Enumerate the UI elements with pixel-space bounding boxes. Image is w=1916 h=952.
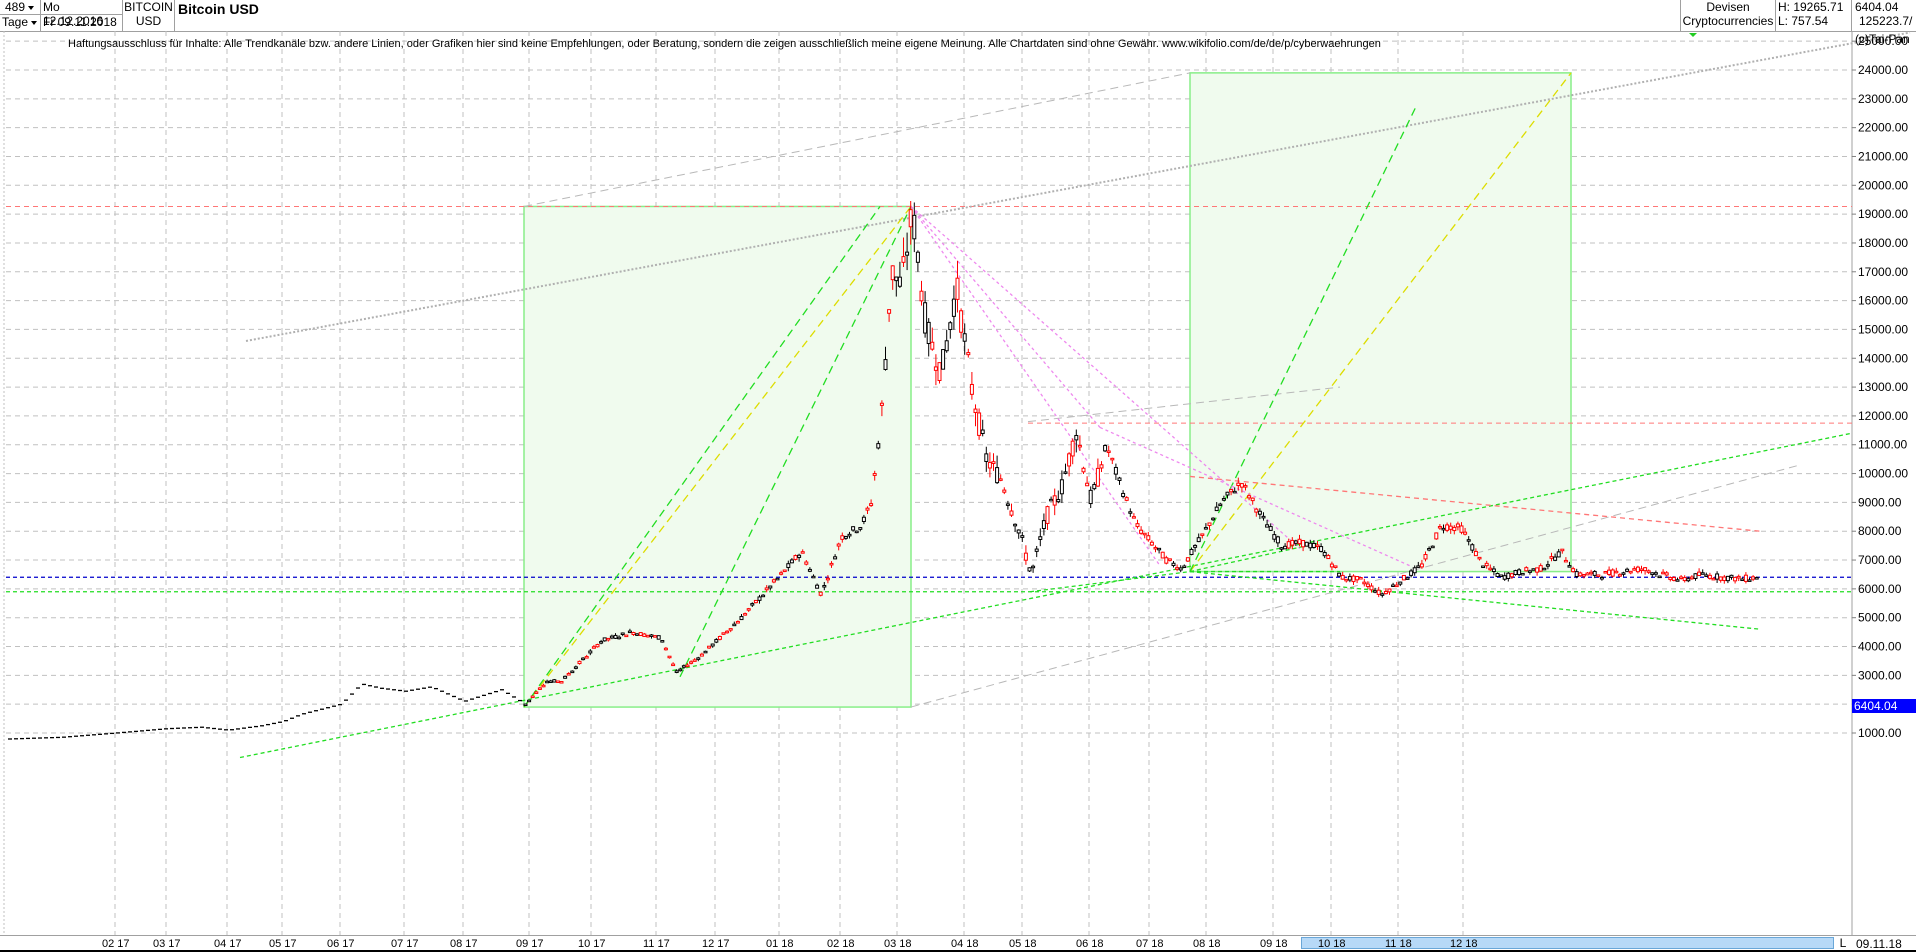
chart-title: Bitcoin USD xyxy=(178,1,259,17)
svg-text:23000.00: 23000.00 xyxy=(1858,92,1908,106)
log-scale-button[interactable]: L xyxy=(1839,936,1847,950)
x-axis-label: 09 17 xyxy=(516,938,544,950)
svg-text:9000.00: 9000.00 xyxy=(1858,495,1902,509)
end-date[interactable]: Fr 09.11.2018 xyxy=(41,15,123,31)
category-cell: Devisen Cryptocurrencies xyxy=(1680,0,1776,31)
svg-text:16000.00: 16000.00 xyxy=(1858,294,1908,308)
svg-text:21000.00: 21000.00 xyxy=(1858,149,1908,163)
svg-text:15000.00: 15000.00 xyxy=(1858,322,1908,336)
x-axis-label: 04 17 xyxy=(214,938,242,950)
bars-count-value: 489 xyxy=(5,0,26,14)
price-chart[interactable]: 1000.002000.003000.004000.005000.006000.… xyxy=(0,31,1916,952)
svg-text:14000.00: 14000.00 xyxy=(1858,351,1908,365)
x-axis-label: 01 18 xyxy=(766,938,794,950)
period-high: H: 19265.71 xyxy=(1778,0,1844,14)
last-volume-cell: 6404.04 125223.7/ xyxy=(1852,0,1916,31)
svg-text:20000.00: 20000.00 xyxy=(1858,178,1908,192)
chart-header: 489 Tage Mo 12.12.2016 Fr 09.11.2018 BIT… xyxy=(0,0,1916,32)
svg-text:10000.00: 10000.00 xyxy=(1858,467,1908,481)
x-axis-label: 02 17 xyxy=(102,938,130,950)
x-axis-label: 11 17 xyxy=(643,938,670,950)
x-axis-label: 02 18 xyxy=(827,938,855,950)
marker-triangle-icon xyxy=(1689,33,1697,37)
svg-text:1000.00: 1000.00 xyxy=(1858,726,1902,740)
grid-lines xyxy=(6,31,1852,935)
x-axis-label: 05 18 xyxy=(1009,938,1037,950)
x-axis-label: 07 18 xyxy=(1136,938,1164,950)
candlesticks xyxy=(8,200,1759,740)
x-axis-label: 10 18 xyxy=(1318,938,1346,950)
footer-date: 09.11.18 xyxy=(1856,937,1902,951)
x-axis-label: 12 17 xyxy=(702,938,730,950)
svg-text:13000.00: 13000.00 xyxy=(1858,380,1908,394)
svg-text:12000.00: 12000.00 xyxy=(1858,409,1908,423)
volume-value: 125223.7/ xyxy=(1859,14,1913,28)
category-line2: Cryptocurrencies xyxy=(1682,14,1774,28)
last-price-label: 6404.04 xyxy=(1852,699,1916,713)
category-line1: Devisen xyxy=(1706,0,1750,14)
x-axis-label: 03 18 xyxy=(884,938,912,950)
disclaimer-text: Haftungsausschluss für Inhalte: Alle Tre… xyxy=(68,38,1381,50)
x-axis-label: 06 18 xyxy=(1076,938,1104,950)
svg-text:17000.00: 17000.00 xyxy=(1858,265,1908,279)
svg-text:11000.00: 11000.00 xyxy=(1858,438,1907,452)
x-axis xyxy=(0,935,1916,952)
last-value: 6404.04 xyxy=(1855,0,1899,14)
chevron-down-icon xyxy=(31,20,38,25)
x-axis-label: 09 18 xyxy=(1260,938,1288,950)
bars-count-select[interactable]: 489 xyxy=(0,0,41,15)
period-low: L: 757.54 xyxy=(1778,14,1829,28)
horizontal-lines xyxy=(6,205,1852,593)
svg-text:5000.00: 5000.00 xyxy=(1858,611,1902,625)
symbol-line2: USD xyxy=(135,14,162,28)
x-axis-label: 10 17 xyxy=(578,938,606,950)
svg-text:19000.00: 19000.00 xyxy=(1858,207,1908,221)
svg-text:8000.00: 8000.00 xyxy=(1858,524,1902,538)
chevron-down-icon xyxy=(28,5,35,10)
x-axis-label: 06 17 xyxy=(327,938,355,950)
y-axis-labels: 1000.002000.003000.004000.005000.006000.… xyxy=(1852,34,1908,740)
trend-lines xyxy=(239,31,1911,759)
period-value: Tage xyxy=(2,15,29,29)
svg-text:25000.00: 25000.00 xyxy=(1858,34,1908,48)
x-axis-label: 04 18 xyxy=(951,938,979,950)
svg-text:4000.00: 4000.00 xyxy=(1858,640,1902,654)
high-low-cell: H: 19265.71 L: 757.54 xyxy=(1776,0,1852,31)
svg-text:24000.00: 24000.00 xyxy=(1858,63,1908,77)
svg-text:3000.00: 3000.00 xyxy=(1858,668,1902,682)
symbol-line1: BITCOIN xyxy=(124,0,173,14)
x-axis-label: 08 17 xyxy=(450,938,478,950)
x-axis-label: 12 18 xyxy=(1450,938,1478,950)
x-axis-label: 05 17 xyxy=(269,938,297,950)
start-date[interactable]: Mo 12.12.2016 xyxy=(41,0,123,28)
svg-text:22000.00: 22000.00 xyxy=(1858,121,1908,135)
x-axis-label: 11 18 xyxy=(1385,938,1412,950)
x-axis-label: 03 17 xyxy=(153,938,181,950)
scrollbar-thumb[interactable] xyxy=(1301,937,1834,949)
x-axis-label: 07 17 xyxy=(391,938,419,950)
symbol-cell: BITCOIN USD xyxy=(123,0,175,31)
svg-text:6000.00: 6000.00 xyxy=(1858,582,1902,596)
svg-text:18000.00: 18000.00 xyxy=(1858,236,1908,250)
analysis-boxes xyxy=(523,72,1572,708)
x-axis-label: 08 18 xyxy=(1193,938,1221,950)
svg-text:7000.00: 7000.00 xyxy=(1858,553,1902,567)
period-select[interactable]: Tage xyxy=(0,15,41,31)
copyright: (c)Tai-Pan xyxy=(1855,32,1910,46)
